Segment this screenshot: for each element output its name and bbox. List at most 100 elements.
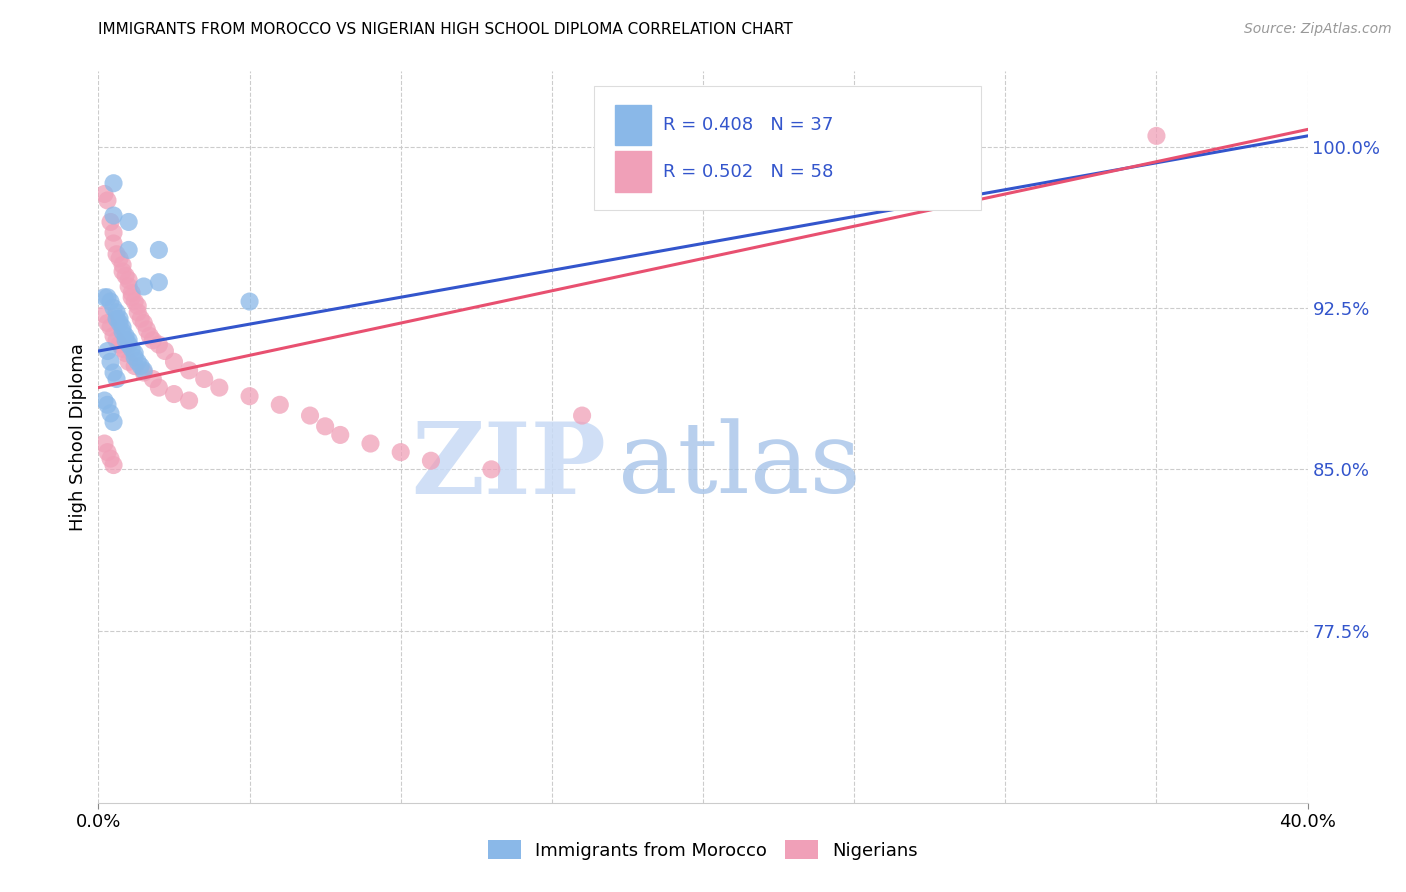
Point	[100, 320, 122, 334]
Point	[121, 285, 143, 300]
Point	[239, 294, 262, 309]
Point	[108, 316, 131, 330]
Point	[93, 393, 115, 408]
Point	[96, 398, 118, 412]
Point	[208, 381, 231, 395]
Point	[111, 258, 134, 272]
Point	[269, 398, 291, 412]
Point	[108, 252, 131, 266]
Point	[108, 337, 131, 351]
Point	[360, 436, 382, 450]
Point	[148, 243, 170, 257]
Point	[127, 299, 149, 313]
Text: atlas: atlas	[619, 418, 860, 514]
Point	[124, 351, 146, 365]
Point	[239, 389, 262, 403]
Point	[105, 305, 128, 319]
Point	[96, 316, 118, 330]
Point	[96, 445, 118, 459]
Point	[96, 290, 118, 304]
Point	[124, 294, 146, 309]
Point	[314, 419, 336, 434]
Text: R = 0.502   N = 58: R = 0.502 N = 58	[664, 162, 834, 180]
Point	[114, 268, 136, 283]
Point	[148, 275, 170, 289]
Point	[193, 372, 215, 386]
Text: Source: ZipAtlas.com: Source: ZipAtlas.com	[1244, 22, 1392, 37]
Point	[103, 458, 125, 472]
Point	[103, 226, 125, 240]
Point	[118, 333, 141, 347]
Point	[114, 346, 136, 360]
Point	[1144, 128, 1167, 143]
Point	[148, 381, 170, 395]
Point	[100, 355, 122, 369]
FancyBboxPatch shape	[595, 86, 981, 211]
Point	[108, 311, 131, 326]
Point	[103, 236, 125, 251]
Point	[118, 279, 141, 293]
Point	[100, 215, 122, 229]
Point	[135, 322, 157, 336]
Point	[96, 344, 118, 359]
Point	[105, 372, 128, 386]
Point	[179, 363, 201, 377]
Bar	[614, 152, 651, 192]
Point	[103, 329, 125, 343]
Point	[571, 409, 593, 423]
Point	[105, 311, 128, 326]
Point	[139, 329, 162, 343]
Point	[420, 454, 443, 468]
Point	[142, 333, 165, 347]
Point	[118, 355, 141, 369]
Point	[111, 320, 134, 334]
Point	[389, 445, 412, 459]
Point	[93, 290, 115, 304]
Point	[103, 415, 125, 429]
Bar	[614, 104, 651, 145]
Point	[96, 194, 118, 208]
Point	[163, 387, 186, 401]
Text: R = 0.408   N = 37: R = 0.408 N = 37	[664, 116, 834, 134]
Point	[93, 436, 115, 450]
Point	[100, 451, 122, 466]
Point	[329, 428, 352, 442]
Point	[103, 176, 125, 190]
Point	[118, 273, 141, 287]
Point	[103, 366, 125, 380]
Point	[100, 406, 122, 420]
Y-axis label: High School Diploma: High School Diploma	[69, 343, 87, 531]
Point	[163, 355, 186, 369]
Point	[132, 279, 155, 293]
Point	[105, 333, 128, 347]
Point	[111, 264, 134, 278]
Point	[111, 342, 134, 356]
Point	[93, 186, 115, 201]
Point	[124, 346, 146, 360]
Point	[114, 329, 136, 343]
Point	[132, 316, 155, 330]
Point	[299, 409, 322, 423]
Text: ZIP: ZIP	[412, 417, 606, 515]
Point	[127, 305, 149, 319]
Point	[121, 290, 143, 304]
Point	[153, 344, 176, 359]
Point	[114, 333, 136, 347]
Point	[121, 342, 143, 356]
Point	[132, 363, 155, 377]
Point	[148, 337, 170, 351]
Point	[481, 462, 503, 476]
Point	[105, 247, 128, 261]
Point	[129, 359, 152, 373]
Point	[118, 337, 141, 351]
Point	[934, 136, 956, 150]
Point	[118, 215, 141, 229]
Point	[103, 301, 125, 315]
Point	[100, 294, 122, 309]
Point	[132, 366, 155, 380]
Point	[127, 355, 149, 369]
Text: IMMIGRANTS FROM MOROCCO VS NIGERIAN HIGH SCHOOL DIPLOMA CORRELATION CHART: IMMIGRANTS FROM MOROCCO VS NIGERIAN HIGH…	[98, 22, 793, 37]
Point	[179, 393, 201, 408]
Point	[111, 325, 134, 339]
Point	[124, 359, 146, 373]
